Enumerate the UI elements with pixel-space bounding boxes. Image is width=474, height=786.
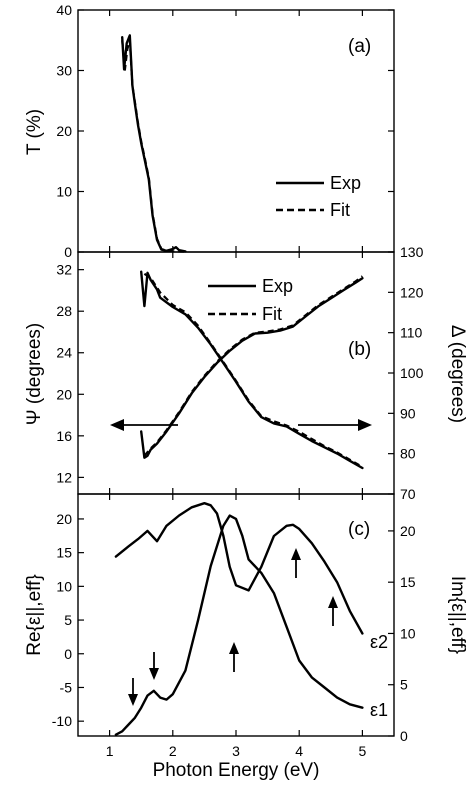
y-tick-label-left: -5 [60, 679, 73, 695]
y-tick-label-left: 40 [56, 2, 72, 18]
y-tick-label-right: 110 [400, 325, 423, 341]
x-tick-label: 5 [359, 743, 367, 759]
panel-c-label: (c) [348, 519, 370, 540]
x-axis-label: Photon Energy (eV) [153, 760, 320, 781]
series-2-fit-3 [143, 275, 364, 457]
y-tick-label-left: 15 [56, 545, 72, 561]
y-tick-label-left: 20 [56, 511, 72, 527]
series-2-exp-0 [140, 270, 364, 470]
y-tick-label-right: 100 [400, 365, 424, 381]
y-tick-label-right: 120 [400, 284, 424, 300]
y-tick-label-right: 5 [400, 677, 408, 693]
legend-b: Exp Fit [208, 276, 293, 324]
y-tick-label-right: 90 [400, 405, 416, 421]
y-tick-label-left: 16 [56, 428, 72, 444]
legend-a-fit-label: Fit [330, 200, 350, 220]
y-tick-label-left: 20 [56, 123, 72, 139]
series-3-ε2-1 [114, 502, 364, 635]
y-tick-label-left: 20 [56, 386, 72, 402]
arrow-up-2 [291, 548, 301, 578]
y-axis-label-b: Ψ (degrees) [24, 323, 45, 425]
epsilon-2-label: ε2 [370, 632, 388, 652]
epsilon-1-label: ε1 [370, 700, 388, 720]
axis-ticks [78, 9, 394, 737]
y-tick-label-left: 0 [64, 646, 72, 662]
series-1-fit-1 [121, 40, 186, 253]
series-3-ε1-0 [114, 514, 364, 736]
y-axis-label-c: Re{ε||,eff} [24, 574, 45, 655]
arrow-down-2 [149, 652, 159, 680]
y-tick-label-left: 32 [56, 262, 72, 278]
curves [114, 34, 364, 736]
panel-c-frame [77, 493, 395, 737]
y-tick-label-right: 15 [400, 574, 416, 590]
y-tick-label-left: 28 [56, 303, 72, 319]
y-tick-label-right: 10 [400, 625, 416, 641]
y-tick-label-right: 70 [400, 486, 416, 502]
panel-b-label: (b) [348, 339, 371, 360]
x-tick-label: 2 [169, 743, 177, 759]
y-tick-label-left: 30 [56, 63, 72, 79]
y-tick-label-left: 5 [64, 612, 72, 628]
x-tick-label: 3 [232, 743, 240, 759]
y-tick-label-left: 0 [64, 244, 72, 260]
arrow-up-3 [328, 596, 338, 626]
arrow-down-1 [128, 678, 138, 706]
legend-b-exp-label: Exp [262, 276, 293, 296]
x-tick-label: 1 [106, 743, 114, 759]
legend-a: Exp Fit [276, 173, 361, 220]
y-tick-label-left: -10 [52, 713, 72, 729]
y-axis-label-b-right: Δ (degrees) [447, 325, 468, 423]
legend-a-exp-label: Exp [330, 173, 361, 193]
x-tick-label: 4 [295, 743, 303, 759]
y-tick-label-right: 0 [400, 728, 408, 744]
tick-labels: 1 2 3 4 501020304012162024283270809010011012… [52, 2, 424, 759]
y-axis-label-c-right: Im{ε||,eff} [447, 576, 468, 654]
series-2-fit-1 [143, 272, 363, 468]
panel-a-label: (a) [348, 36, 371, 57]
y-axis-label-a: T (%) [24, 109, 45, 155]
arrow-left-psi [110, 419, 178, 431]
arrow-up-1 [229, 642, 239, 672]
legend-b-fit-label: Fit [262, 304, 282, 324]
arrow-right-delta [298, 419, 372, 431]
y-tick-label-right: 130 [400, 244, 424, 260]
y-tick-label-right: 80 [400, 446, 416, 462]
y-tick-label-left: 10 [56, 578, 72, 594]
y-tick-label-left: 10 [56, 184, 72, 200]
y-tick-label-left: 24 [56, 345, 72, 361]
y-tick-label-right: 20 [400, 523, 416, 539]
y-tick-label-left: 12 [56, 469, 72, 485]
